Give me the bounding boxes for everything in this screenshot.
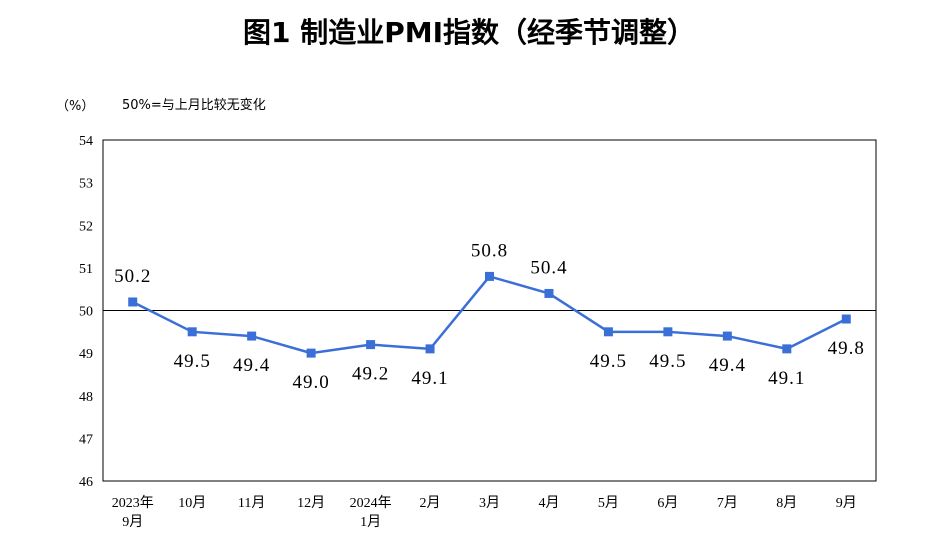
- x-tick-label: 8月: [776, 495, 797, 511]
- data-label: 49.5: [649, 351, 686, 372]
- data-label: 50.4: [530, 257, 567, 278]
- y-axis-ticks: 46 47 48 49 50 51 52 53 54: [79, 134, 93, 490]
- y-tick-label: 51: [79, 262, 93, 277]
- x-axis-ticks: 2023年 9月 10月 11月 12月 2024年 1月 2月 3月 4月 5月 6月 7月 8月 9月: [112, 495, 857, 530]
- data-label: 50.2: [114, 266, 151, 287]
- x-tick-label: 2024年 1月: [350, 495, 392, 530]
- data-label: 49.1: [768, 368, 805, 389]
- data-label: 49.4: [233, 355, 270, 376]
- data-label: 49.5: [174, 351, 211, 372]
- y-tick-label: 54: [79, 134, 93, 149]
- x-tick-label: 9月: [836, 495, 857, 511]
- data-point: [425, 344, 435, 354]
- x-tick-label: 3月: [479, 495, 500, 511]
- x-tick-label: 7月: [717, 495, 738, 511]
- data-point: [187, 327, 197, 337]
- data-point: [128, 297, 138, 307]
- data-label: 49.8: [828, 338, 865, 359]
- data-point: [366, 340, 376, 350]
- data-labels: 50.2 49.5 49.4 49.0 49.2 49.1 50.8 50.4 49.5 49.5…: [114, 240, 865, 393]
- data-point: [782, 344, 792, 354]
- data-point: [544, 288, 554, 298]
- y-tick-label: 46: [79, 475, 93, 490]
- data-point: [306, 348, 316, 358]
- data-markers: [128, 271, 851, 358]
- x-tick-label: 10月: [178, 495, 206, 511]
- baseline-annotation: 50%=与上月比较无变化: [122, 97, 266, 113]
- x-tick-label: 6月: [657, 495, 678, 511]
- data-point: [841, 314, 851, 324]
- data-label: 49.5: [590, 351, 627, 372]
- y-axis-unit: （%）: [56, 99, 94, 114]
- series-line: [132, 275, 847, 355]
- x-tick-label: 11月: [238, 495, 265, 511]
- data-label: 49.1: [411, 368, 448, 389]
- y-tick-label: 52: [79, 219, 93, 234]
- data-point: [722, 331, 732, 341]
- x-tick-label: 5月: [598, 495, 619, 511]
- data-label: 49.0: [292, 372, 329, 393]
- data-point: [663, 327, 673, 337]
- y-tick-label: 48: [79, 390, 93, 405]
- chart-title: 图1 制造业PMI指数（经季节调整）: [243, 16, 695, 49]
- y-tick-label: 50: [79, 305, 93, 320]
- data-point: [247, 331, 257, 341]
- data-label: 49.4: [709, 355, 746, 376]
- x-tick-label: 4月: [538, 495, 559, 511]
- y-tick-label: 53: [79, 177, 93, 192]
- x-tick-label: 12月: [297, 495, 325, 511]
- data-label: 49.2: [352, 364, 389, 385]
- x-tick-label: 2023年 9月: [112, 495, 154, 530]
- data-point: [603, 327, 613, 337]
- data-point: [485, 271, 494, 281]
- x-tick-label: 2月: [420, 495, 441, 511]
- y-tick-label: 47: [79, 432, 93, 447]
- data-label: 50.8: [471, 240, 508, 261]
- y-tick-label: 49: [79, 347, 93, 362]
